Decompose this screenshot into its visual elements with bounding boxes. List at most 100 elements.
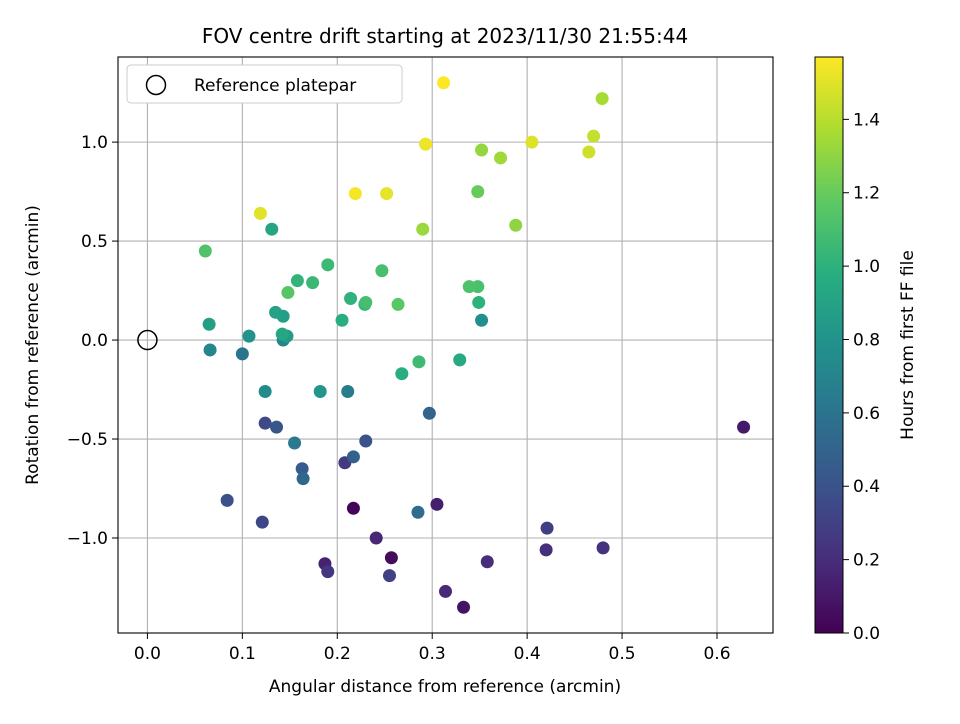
data-point [321,258,335,272]
data-point [430,497,444,511]
data-point [255,515,269,529]
data-point [296,472,310,486]
data-point [412,355,426,369]
x-axis-label: Angular distance from reference (arcmin) [269,677,621,697]
colorbar-gradient [815,57,843,633]
legend-box [126,64,403,104]
plot-frame [117,56,774,634]
colorbar-frame [814,56,844,634]
data-point [471,185,485,199]
data-point [475,143,489,157]
data-point [341,385,355,399]
data-point [348,187,362,201]
x-tick-label: 0.2 [324,644,351,664]
y-tick-label: 1.0 [81,133,108,153]
data-point [494,151,508,165]
data-point [258,385,272,399]
data-point [346,450,360,464]
chart-title: FOV centre drift starting at 2023/11/30 … [202,24,688,48]
reference-marker [137,329,158,351]
plot-area [118,57,773,633]
data-point [359,434,373,448]
legend: Reference platepar [126,64,403,104]
y-axis-label: Rotation from reference (arcmin) [23,205,43,485]
data-point [422,406,436,420]
data-point [540,521,554,535]
data-point [380,187,394,201]
data-point [453,353,467,367]
data-point [235,347,249,361]
data-point [475,313,489,327]
data-point [275,327,289,341]
x-tick-label: 0.4 [514,644,541,664]
x-tick-label: 0.0 [134,644,161,664]
data-point [253,206,267,220]
data-point [737,420,751,434]
data-point [480,555,494,569]
data-point [265,222,279,236]
colorbar-label: Hours from first FF file [898,250,918,440]
colorbar-tick-label: 0.0 [853,624,880,644]
data-point [344,291,358,305]
colorbar-tick-label: 1.2 [853,184,880,204]
data-point [384,551,398,565]
colorbar: 0.0 0.2 0.4 0.6 0.8 1.0 1.2 1.4 Hours from firs… [814,56,918,644]
data-point [587,129,601,143]
data-point [346,501,360,515]
data-point [270,420,284,434]
y-tick-label: −1.0 [67,529,108,549]
data-point [295,462,309,476]
colorbar-ticks: 0.0 0.2 0.4 0.6 0.8 1.0 1.2 1.4 [843,110,880,644]
data-point [242,329,256,343]
data-point [288,436,302,450]
x-tick-label: 0.5 [609,644,636,664]
data-point [281,286,295,300]
data-point [391,297,405,311]
colorbar-tick-label: 0.2 [853,551,880,571]
data-point [258,416,272,430]
data-point [382,569,396,583]
data-point [313,385,327,399]
data-point [220,493,234,507]
x-tick-label: 0.3 [419,644,446,664]
data-point [416,222,430,236]
legend-marker-icon [145,74,167,96]
y-tick-label: −0.5 [67,430,108,450]
data-point [462,280,476,294]
y-tick-label: 0.0 [81,331,108,351]
data-point [269,305,283,319]
data-point [306,276,320,290]
x-tick-label: 0.1 [229,644,256,664]
x-tick-label: 0.6 [703,644,730,664]
data-point [411,505,425,519]
y-axis-ticks: −1.0 −0.5 0.0 0.5 1.0 [67,133,118,549]
data-point [203,343,217,357]
colorbar-tick-label: 1.0 [853,257,880,277]
data-point [509,218,523,232]
x-axis-ticks: 0.0 0.1 0.2 0.3 0.4 0.5 0.6 [134,633,731,664]
data-point [202,317,216,331]
data-point [419,137,433,151]
data-point [539,543,553,557]
colorbar-tick-label: 0.4 [853,477,880,497]
data-point [596,541,610,555]
data-point [582,145,596,159]
colorbar-tick-label: 0.8 [853,330,880,350]
data-point [369,531,383,545]
data-point [290,274,304,288]
y-tick-label: 0.5 [81,232,108,252]
legend-label: Reference platepar [194,76,356,96]
data-point [437,76,451,90]
colorbar-tick-label: 1.4 [853,110,880,130]
data-point [525,135,539,149]
grid [118,57,773,633]
data-point [472,295,486,309]
data-point [439,584,452,598]
data-point [321,565,335,579]
data-point [595,92,609,106]
data-point [198,244,212,258]
data-points [198,76,751,614]
data-point [335,313,349,327]
data-point [457,600,471,614]
